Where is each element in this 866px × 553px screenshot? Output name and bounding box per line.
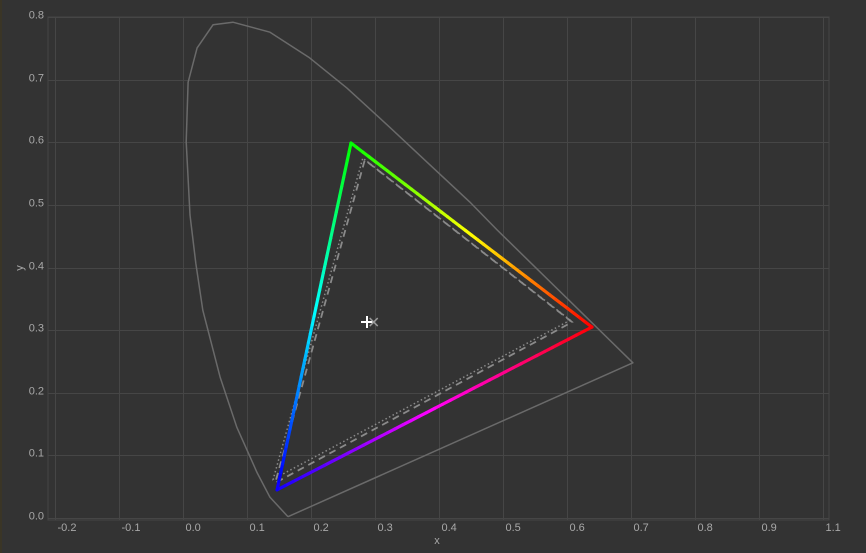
y-tick-label: 0.7: [29, 73, 44, 85]
y-tick-label: 0.6: [29, 135, 44, 147]
x-tick-label: 0.5: [506, 522, 521, 534]
window-edge: [0, 0, 2, 553]
y-tick-label: 0.0: [29, 511, 44, 523]
gamut-edge-blue-green-segment: [347, 141, 353, 154]
y-tick-label: 0.4: [29, 261, 44, 273]
x-tick-label: 0.0: [186, 522, 201, 534]
x-tick-label: 0.9: [762, 522, 777, 534]
x-tick-label: 0.6: [570, 522, 585, 534]
x-tick-label: 0.7: [634, 522, 649, 534]
x-tick-label: 1.1: [826, 522, 841, 534]
x-tick-labels: -0.2 -0.1 0.0 0.1 0.2 0.3 0.4 0.5 0.6 0.7 0.8 0.9 1.…: [58, 522, 841, 534]
y-tick-label: 0.3: [29, 323, 44, 335]
y-tick-label: 0.8: [29, 10, 44, 22]
x-tick-label: -0.1: [122, 522, 141, 534]
gamut-dotted: [272, 156, 572, 481]
plot-area: [185, 21, 634, 518]
x-tick-label: 0.4: [442, 522, 457, 534]
x-tick-label: -0.2: [58, 522, 77, 534]
y-tick-label: 0.1: [29, 448, 44, 460]
x-tick-label: 0.3: [378, 522, 393, 534]
white-point-plus-marker: [361, 316, 373, 329]
y-tick-label: 0.5: [29, 198, 44, 210]
x-tick-label: 0.1: [250, 522, 265, 534]
spectral-locus: [185, 21, 634, 518]
white-point-cross-marker: [369, 317, 379, 327]
y-axis-label: y: [14, 265, 26, 271]
x-tick-label: 0.2: [314, 522, 329, 534]
x-axis-label: x: [434, 535, 440, 547]
y-tick-label: 0.2: [29, 386, 44, 398]
x-tick-label: 0.8: [698, 522, 713, 534]
y-tick-labels: 0.0 0.1 0.2 0.3 0.4 0.5 0.6 0.7 0.8: [29, 10, 44, 523]
grid: [47, 16, 830, 521]
